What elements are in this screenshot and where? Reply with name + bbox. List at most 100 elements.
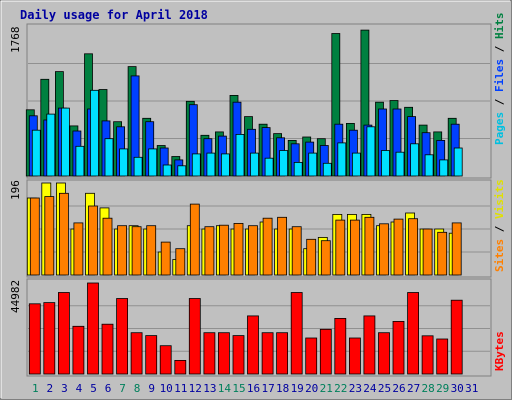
legend-hits-panel: Pages / Files / Hits: [493, 13, 506, 146]
x-tick-label-day-26: 26: [392, 382, 405, 395]
x-tick-label-day-16: 16: [247, 382, 260, 395]
x-tick-label-day-19: 19: [291, 382, 304, 395]
bar-sites-day-9: [146, 225, 157, 276]
bar-kbytes-day-22: [334, 317, 347, 375]
legend-pages: Pages: [493, 112, 506, 145]
bar-pages-day-16: [250, 152, 259, 177]
bar-pages-day-25: [381, 150, 390, 177]
bar-pages-day-17: [264, 157, 274, 177]
bar-sites-day-17: [262, 217, 273, 276]
bar-sites-day-25: [379, 223, 389, 276]
legend-sep-2: /: [493, 39, 506, 59]
bar-pages-day-7: [119, 148, 128, 177]
x-tick-label-day-21: 21: [320, 382, 333, 395]
bar-kbytes-day-13: [203, 332, 216, 375]
bar-pages-day-28: [424, 154, 434, 177]
bar-kbytes-day-6: [101, 323, 114, 375]
x-tick-label-day-2: 2: [46, 382, 53, 395]
bar-kbytes-day-10: [159, 345, 172, 375]
bar-sites-day-15: [233, 222, 244, 276]
x-tick-label-day-25: 25: [378, 382, 391, 395]
bar-pages-day-6: [104, 138, 114, 177]
x-tick-label-day-18: 18: [276, 382, 289, 395]
legend-sites: Sites: [493, 239, 506, 272]
x-tick-label-day-7: 7: [119, 382, 126, 395]
y-max-label-visits: 196: [9, 180, 22, 200]
x-tick-label-day-20: 20: [305, 382, 318, 395]
bar-kbytes-day-15: [232, 335, 245, 375]
bar-kbytes-day-5: [87, 282, 99, 375]
bar-pages-day-30: [453, 147, 463, 177]
bar-sites-day-7: [117, 225, 127, 276]
x-tick-label-day-29: 29: [436, 382, 449, 395]
bar-kbytes-day-14: [217, 332, 230, 375]
bar-sites-day-3: [59, 192, 69, 276]
bar-kbytes-day-19: [290, 292, 303, 375]
x-tick-label-day-13: 13: [203, 382, 216, 395]
x-tick-label-day-14: 14: [218, 382, 232, 395]
legend-sep-1: /: [493, 92, 506, 112]
bar-pages-day-8: [133, 156, 143, 177]
x-tick-label-day-17: 17: [261, 382, 274, 395]
bar-kbytes-day-3: [58, 292, 70, 375]
bar-sites-day-19: [291, 226, 302, 276]
x-tick-label-day-12: 12: [189, 382, 202, 395]
bar-pages-day-3: [61, 107, 70, 177]
bar-sites-day-16: [248, 225, 258, 276]
x-tick-label-day-27: 27: [407, 382, 420, 395]
bar-pages-day-19: [293, 161, 303, 177]
bars: [25, 29, 463, 375]
x-tick-label-day-5: 5: [90, 382, 97, 395]
bar-kbytes-day-27: [407, 292, 420, 375]
bar-sites-day-4: [73, 222, 84, 276]
bar-kbytes-day-4: [72, 325, 85, 375]
bar-pages-day-21: [322, 162, 332, 177]
bar-pages-day-11: [177, 165, 187, 177]
legend-sep-3: /: [493, 219, 506, 239]
bar-pages-day-1: [31, 129, 41, 177]
bar-sites-day-2: [44, 196, 55, 276]
bar-kbytes-day-7: [116, 298, 128, 375]
bar-sites-day-14: [218, 224, 229, 276]
bar-kbytes-day-25: [378, 332, 390, 375]
bar-pages-day-2: [46, 113, 56, 177]
bar-kbytes-day-17: [261, 332, 274, 375]
bar-sites-day-8: [131, 226, 142, 276]
x-tick-label-day-10: 10: [160, 382, 173, 395]
bar-kbytes-day-23: [348, 337, 361, 375]
bar-sites-day-12: [189, 203, 200, 276]
bar-pages-day-20: [308, 152, 318, 177]
bar-sites-day-26: [393, 218, 404, 276]
bar-sites-day-18: [277, 216, 288, 276]
bar-kbytes-day-1: [28, 303, 41, 375]
bar-kbytes-day-20: [305, 337, 318, 375]
chart-title: Daily usage for April 2018: [20, 8, 208, 22]
x-tick-label-day-15: 15: [232, 382, 245, 395]
x-tick-label-day-3: 3: [61, 382, 68, 395]
bar-sites-day-22: [335, 219, 346, 276]
bar-sites-day-11: [175, 248, 186, 276]
bar-sites-day-10: [160, 241, 171, 276]
x-tick-label-day-23: 23: [349, 382, 362, 395]
bar-pages-day-22: [337, 142, 347, 177]
bar-pages-day-23: [351, 152, 361, 177]
legend-visits: Visits: [493, 179, 506, 219]
bar-kbytes-day-21: [319, 328, 332, 375]
x-tick-label-day-30: 30: [451, 382, 464, 395]
legend-kbytes-panel: KBytes: [493, 331, 506, 371]
bar-kbytes-day-12: [188, 298, 201, 375]
bar-pages-day-14: [220, 153, 230, 177]
svg-text:Pages / Files / Hits: Pages / Files / Hits: [493, 13, 506, 146]
bar-sites-day-24: [364, 216, 375, 276]
bar-pages-day-18: [279, 150, 289, 177]
bar-kbytes-day-26: [392, 320, 405, 375]
bar-sites-day-6: [102, 217, 113, 276]
bar-sites-day-21: [320, 240, 331, 276]
bar-kbytes-day-24: [363, 315, 376, 375]
x-tick-label-day-22: 22: [334, 382, 347, 395]
y-max-label-hits: 1768: [9, 27, 22, 54]
svg-text:Sites / Visits: Sites / Visits: [493, 179, 506, 272]
x-tick-label-day-24: 24: [363, 382, 377, 395]
x-tick-label-day-8: 8: [134, 382, 141, 395]
